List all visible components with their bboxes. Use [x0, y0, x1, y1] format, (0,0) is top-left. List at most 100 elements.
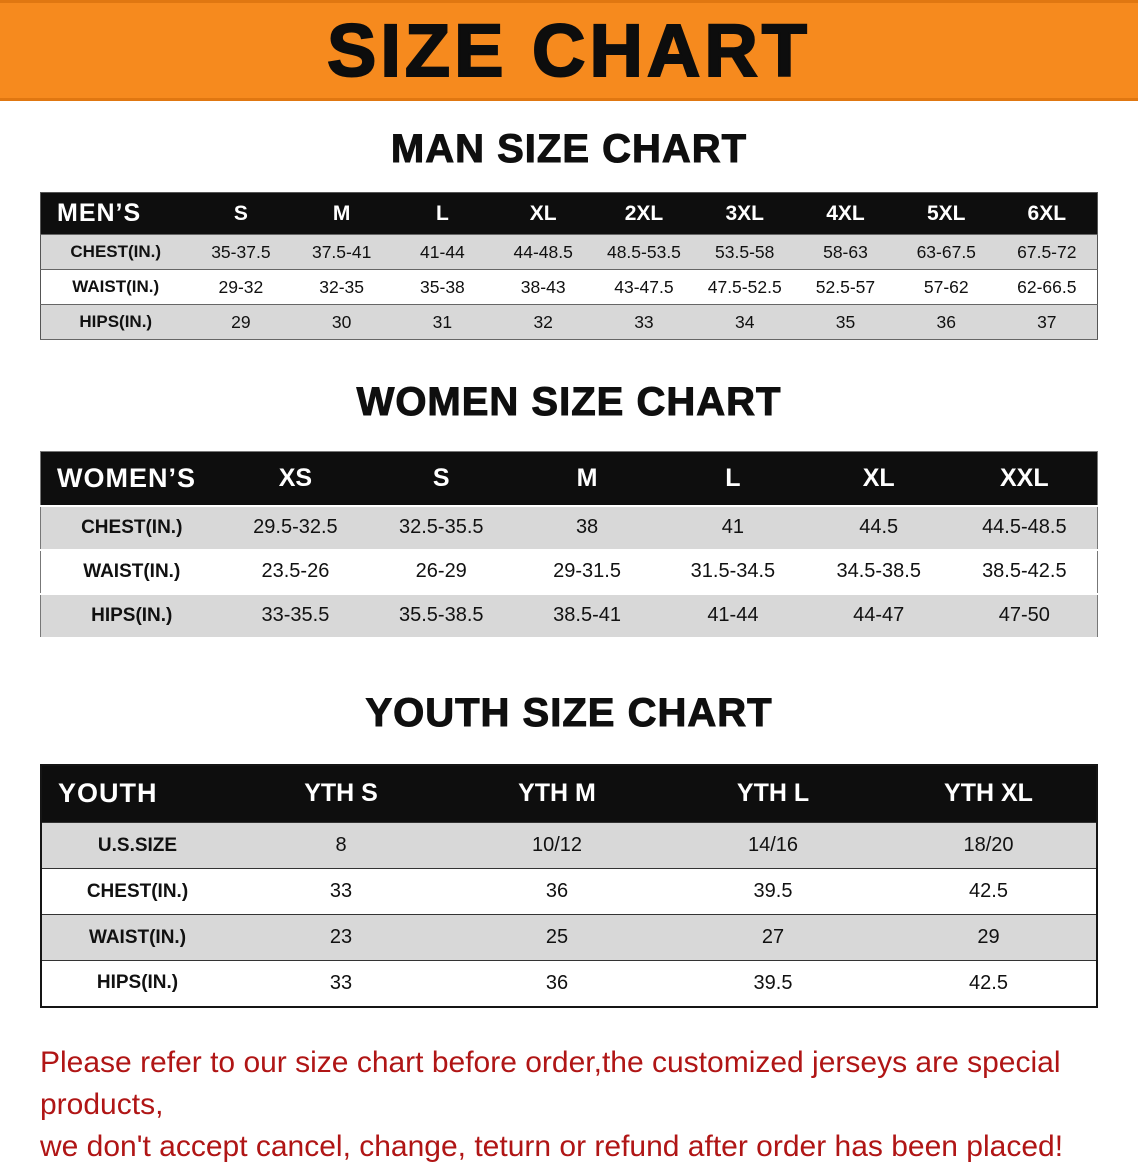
table-cell: 36 — [449, 868, 665, 915]
column-header: 4XL — [795, 192, 896, 235]
column-header: XL — [805, 451, 952, 506]
table-cell: 37 — [996, 304, 1098, 340]
table-cell: 25 — [449, 914, 665, 961]
table-cell: 31.5-34.5 — [659, 548, 806, 595]
row-label: CHEST(IN.) — [40, 234, 191, 270]
table-cell: 41-44 — [659, 592, 806, 639]
table-cell: 29.5-32.5 — [222, 504, 369, 551]
table-cell: 47.5-52.5 — [694, 269, 796, 305]
column-header: YTH S — [233, 764, 449, 823]
column-header: S — [368, 451, 515, 506]
table-cell: 29 — [190, 304, 292, 340]
table-corner-label: MEN’S — [40, 192, 191, 235]
table-cell: 32 — [492, 304, 594, 340]
row-label: HIPS(IN.) — [40, 592, 223, 639]
table-cell: 36 — [449, 960, 665, 1007]
column-header: YTH M — [449, 764, 665, 823]
table-cell: 62-66.5 — [996, 269, 1098, 305]
footer-disclaimer-line1: Please refer to our size chart before or… — [40, 1045, 1061, 1121]
row-label: U.S.SIZE — [41, 822, 233, 869]
table-corner-label: WOMEN’S — [40, 451, 223, 506]
table-cell: 38.5-42.5 — [951, 548, 1098, 595]
men-section-heading: MAN SIZE CHART — [390, 127, 748, 172]
table-cell: 44.5 — [805, 504, 952, 551]
table-cell: 39.5 — [665, 960, 881, 1007]
column-header: L — [392, 192, 493, 235]
table-row: HIPS(IN.) 29 30 31 32 33 34 35 36 37 — [40, 304, 1098, 340]
table-row: CHEST(IN.) 33 36 39.5 42.5 — [41, 868, 1097, 915]
column-header: M — [291, 192, 393, 235]
women-size-table: WOMEN’S XS S M L XL XXL CHEST(IN.) 29.5-32.5 32.5… — [40, 451, 1098, 639]
table-cell: 42.5 — [881, 868, 1097, 915]
column-header: M — [514, 451, 660, 506]
table-cell: 36 — [895, 304, 997, 340]
table-row: WAIST(IN.) 29-32 32-35 35-38 38-43 43-47.5 47.… — [40, 269, 1098, 305]
table-row: WAIST(IN.) 23 25 27 29 — [41, 914, 1097, 961]
table-cell: 43-47.5 — [593, 269, 695, 305]
row-label: CHEST(IN.) — [40, 504, 223, 551]
table-cell: 27 — [665, 914, 881, 961]
table-row: HIPS(IN.) 33-35.5 35.5-38.5 38.5-41 41-44 44-… — [40, 592, 1098, 639]
table-cell: 38 — [514, 504, 660, 551]
table-cell: 39.5 — [665, 868, 881, 915]
women-section-heading: WOMEN SIZE CHART — [356, 380, 782, 425]
table-cell: 30 — [291, 304, 393, 340]
table-cell: 41 — [659, 504, 806, 551]
column-header: XL — [492, 192, 594, 235]
youth-size-table: YOUTH YTH S YTH M YTH L YTH XL U.S.SIZE 8 10/12… — [40, 763, 1098, 1008]
table-cell: 23.5-26 — [222, 548, 369, 595]
column-header: YTH XL — [881, 764, 1097, 823]
column-header: S — [190, 192, 292, 235]
table-cell: 35-37.5 — [190, 234, 292, 270]
table-cell: 33-35.5 — [222, 592, 369, 639]
row-label: WAIST(IN.) — [41, 914, 233, 961]
table-cell: 18/20 — [881, 822, 1097, 869]
table-cell: 52.5-57 — [795, 269, 896, 305]
row-label: HIPS(IN.) — [41, 960, 233, 1007]
table-cell: 35-38 — [392, 269, 493, 305]
men-size-table: MEN’S S M L XL 2XL 3XL 4XL 5XL 6XL CHEST(IN.) 35-37… — [40, 192, 1098, 340]
table-cell: 63-67.5 — [895, 234, 997, 270]
table-cell: 48.5-53.5 — [593, 234, 695, 270]
table-cell: 44.5-48.5 — [951, 504, 1098, 551]
table-cell: 34 — [694, 304, 796, 340]
footer-disclaimer: Please refer to our size chart before or… — [40, 1042, 1108, 1168]
row-label: WAIST(IN.) — [40, 548, 223, 595]
table-cell: 35 — [795, 304, 896, 340]
table-cell: 33 — [233, 868, 449, 915]
column-header: 2XL — [593, 192, 695, 235]
table-cell: 44-47 — [805, 592, 952, 639]
table-cell: 44-48.5 — [492, 234, 594, 270]
table-cell: 32-35 — [291, 269, 393, 305]
table-row: CHEST(IN.) 29.5-32.5 32.5-35.5 38 41 44.5 44.5… — [40, 504, 1098, 551]
table-cell: 29 — [881, 914, 1097, 961]
column-header: 6XL — [996, 192, 1098, 235]
row-label: CHEST(IN.) — [41, 868, 233, 915]
column-header: XXL — [951, 451, 1098, 506]
table-cell: 41-44 — [392, 234, 493, 270]
column-header: L — [659, 451, 806, 506]
banner-title: SIZE CHART — [326, 8, 811, 92]
table-cell: 10/12 — [449, 822, 665, 869]
row-label: HIPS(IN.) — [40, 304, 191, 340]
table-cell: 57-62 — [895, 269, 997, 305]
table-header-row: YOUTH YTH S YTH M YTH L YTH XL — [41, 764, 1097, 823]
table-cell: 8 — [233, 822, 449, 869]
column-header: YTH L — [665, 764, 881, 823]
table-cell: 47-50 — [951, 592, 1098, 639]
table-cell: 38-43 — [492, 269, 594, 305]
table-cell: 58-63 — [795, 234, 896, 270]
table-cell: 29-31.5 — [514, 548, 660, 595]
row-label: WAIST(IN.) — [40, 269, 191, 305]
table-cell: 53.5-58 — [694, 234, 796, 270]
table-cell: 14/16 — [665, 822, 881, 869]
table-cell: 67.5-72 — [996, 234, 1098, 270]
table-cell: 31 — [392, 304, 493, 340]
table-cell: 38.5-41 — [514, 592, 660, 639]
table-cell: 29-32 — [190, 269, 292, 305]
table-cell: 42.5 — [881, 960, 1097, 1007]
column-header: 5XL — [895, 192, 997, 235]
table-header-row: MEN’S S M L XL 2XL 3XL 4XL 5XL 6XL — [40, 192, 1098, 235]
table-cell: 34.5-38.5 — [805, 548, 952, 595]
table-cell: 32.5-35.5 — [368, 504, 515, 551]
